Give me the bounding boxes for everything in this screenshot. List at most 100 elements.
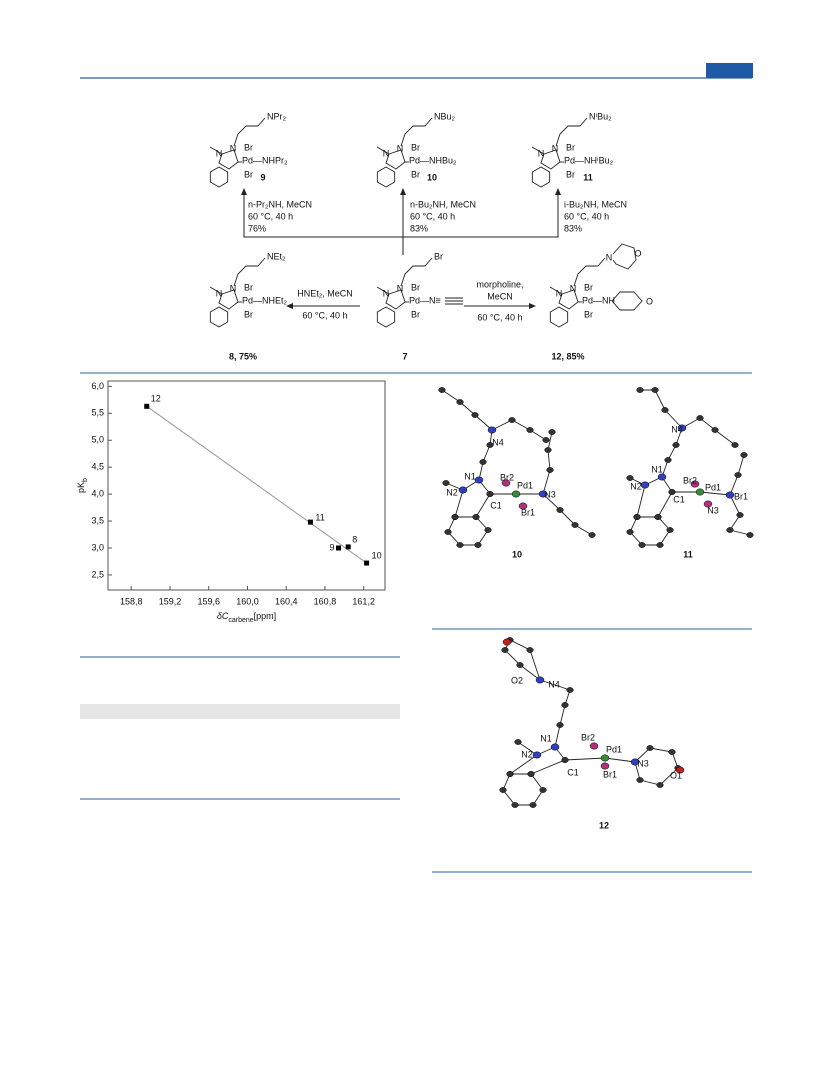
atom bbox=[703, 500, 713, 508]
label: N bbox=[606, 252, 613, 262]
label: MeCN bbox=[487, 291, 513, 301]
atom bbox=[626, 475, 634, 481]
label: 160,8 bbox=[314, 596, 337, 606]
label: 10 bbox=[372, 550, 382, 560]
atom bbox=[499, 787, 507, 793]
atom bbox=[646, 745, 654, 751]
label: Br1 bbox=[603, 769, 617, 779]
label: N1 bbox=[540, 733, 552, 743]
label: Br bbox=[411, 169, 420, 179]
atom bbox=[672, 442, 680, 448]
label: 159,2 bbox=[159, 596, 182, 606]
label: C1 bbox=[567, 767, 579, 777]
label: N bbox=[397, 283, 404, 293]
atom bbox=[656, 782, 664, 788]
atom bbox=[633, 514, 641, 520]
atom bbox=[438, 387, 446, 393]
label: 159,6 bbox=[197, 596, 220, 606]
atom bbox=[508, 417, 516, 423]
label: NPr₂ bbox=[267, 111, 286, 121]
atom bbox=[451, 514, 459, 520]
label: NBu₂ bbox=[434, 111, 456, 121]
point bbox=[336, 545, 342, 551]
label: Br1 bbox=[734, 491, 748, 501]
atom bbox=[502, 638, 512, 646]
label: N bbox=[230, 143, 237, 153]
label: 12, 85% bbox=[551, 351, 584, 361]
atom bbox=[548, 429, 556, 435]
methyl bbox=[209, 146, 223, 155]
atom bbox=[487, 426, 497, 434]
ring bbox=[531, 166, 551, 188]
label: 5,0 bbox=[91, 435, 104, 445]
label: 10 bbox=[427, 172, 437, 182]
label: Br bbox=[411, 142, 420, 152]
label: 12 bbox=[599, 820, 609, 830]
atom bbox=[501, 479, 511, 487]
bond bbox=[542, 431, 553, 495]
methyl bbox=[376, 146, 390, 155]
atom bbox=[588, 532, 596, 538]
ring bbox=[558, 289, 579, 310]
atom bbox=[664, 457, 672, 463]
label: 9 bbox=[260, 172, 265, 182]
atom bbox=[561, 702, 569, 708]
atom bbox=[442, 480, 450, 486]
chain bbox=[400, 257, 433, 287]
atom bbox=[456, 542, 464, 548]
label: 12 bbox=[151, 394, 161, 404]
atom bbox=[538, 490, 548, 498]
label: 76% bbox=[248, 223, 266, 233]
label: Br bbox=[244, 309, 253, 319]
bond bbox=[504, 639, 541, 681]
label: N bbox=[397, 143, 404, 153]
bond bbox=[681, 417, 736, 446]
ring bbox=[612, 243, 637, 270]
atom bbox=[566, 687, 574, 693]
label: N2 bbox=[521, 749, 533, 759]
atom bbox=[638, 542, 646, 548]
label: N bbox=[230, 283, 237, 293]
atom bbox=[736, 512, 744, 518]
atom bbox=[711, 427, 719, 433]
atom bbox=[539, 787, 547, 793]
ring bbox=[209, 306, 229, 328]
atom bbox=[458, 486, 468, 494]
atom bbox=[511, 802, 519, 808]
arrowheads bbox=[241, 188, 561, 309]
atom bbox=[640, 481, 650, 489]
bond bbox=[629, 516, 671, 546]
label: 11 bbox=[583, 172, 593, 182]
label: 158,8 bbox=[120, 596, 143, 606]
bond bbox=[530, 746, 566, 775]
x-label-main: δC bbox=[217, 611, 229, 621]
bond bbox=[491, 419, 547, 441]
label: Br bbox=[244, 142, 253, 152]
chain bbox=[233, 117, 266, 147]
label: NⁱBu₂ bbox=[589, 111, 612, 121]
label: 83% bbox=[410, 223, 428, 233]
label: 11 bbox=[315, 513, 324, 523]
label: N3 bbox=[637, 758, 649, 768]
label: N1 bbox=[464, 471, 476, 481]
label: morpholine, bbox=[476, 279, 523, 289]
methyl bbox=[531, 146, 545, 155]
ring bbox=[540, 149, 561, 170]
methyl bbox=[549, 286, 563, 295]
chain bbox=[400, 117, 433, 147]
atom bbox=[654, 514, 662, 520]
label: C1 bbox=[490, 500, 502, 510]
label: NEt₂ bbox=[267, 251, 286, 261]
y-axis-label: pKb bbox=[76, 478, 88, 493]
atom bbox=[668, 489, 676, 495]
label: 60 °C, 40 h bbox=[477, 312, 522, 322]
atom bbox=[695, 488, 705, 496]
atom bbox=[506, 771, 514, 777]
label: 160,0 bbox=[236, 596, 259, 606]
label: Pd—NH bbox=[582, 295, 615, 305]
label: Br bbox=[566, 142, 575, 152]
label: 8 bbox=[352, 534, 357, 544]
bond bbox=[454, 489, 464, 518]
atom bbox=[589, 742, 599, 750]
label: 10 bbox=[512, 549, 522, 559]
